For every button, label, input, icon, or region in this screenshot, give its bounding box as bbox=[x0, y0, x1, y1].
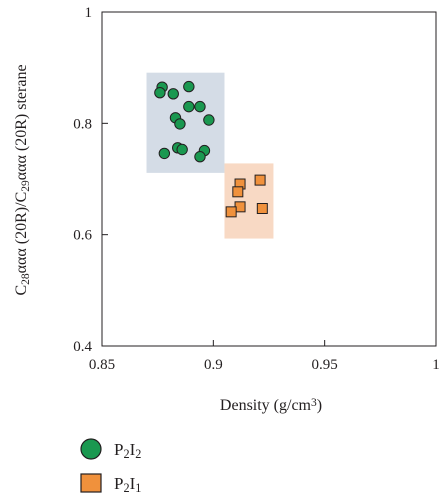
point-P2I2 bbox=[183, 80, 195, 93]
point-P2I2 bbox=[174, 118, 186, 130]
point-P2I1 bbox=[256, 203, 268, 215]
x-axis-title: Density (g/cm3) bbox=[220, 397, 322, 414]
legend-label: P2I2 bbox=[114, 440, 141, 461]
point-P2I2 bbox=[203, 114, 215, 126]
plot-frame bbox=[101, 11, 437, 347]
plot-border bbox=[101, 11, 437, 347]
point-P2I2 bbox=[194, 100, 206, 113]
x-tick-label: 0.85 bbox=[89, 357, 115, 373]
point-P2I1 bbox=[225, 206, 237, 218]
point-P2I2 bbox=[167, 88, 179, 100]
point-P2I1 bbox=[232, 186, 244, 198]
legend-square-icon bbox=[80, 473, 102, 493]
point-P2I2 bbox=[158, 147, 171, 160]
axis-ticks: 0.85 0.9 0.95 1 0.4 0.6 0.8 1 bbox=[73, 5, 440, 373]
x-tick-label: 0.9 bbox=[204, 357, 223, 373]
point-P2I1 bbox=[254, 174, 266, 186]
point-P2I2 bbox=[194, 151, 206, 163]
legend-circle-icon bbox=[80, 438, 102, 460]
x-tick-label: 0.95 bbox=[312, 357, 338, 373]
y-tick-label: 0.4 bbox=[73, 339, 92, 355]
point-P2I2 bbox=[183, 100, 195, 113]
point-P2I2 bbox=[154, 87, 166, 99]
point-P2I2 bbox=[176, 143, 188, 156]
x-tick-label: 1 bbox=[432, 357, 440, 373]
y-tick-label: 0.6 bbox=[73, 228, 92, 244]
data-points bbox=[154, 80, 268, 218]
y-tick-label: 0.8 bbox=[73, 116, 92, 132]
y-tick-label: 1 bbox=[85, 5, 93, 21]
region-2 bbox=[224, 163, 274, 239]
y-axis-title: C28ααα (20R)/C29ααα (20R) sterane bbox=[13, 64, 32, 295]
legend-label: P2I1 bbox=[114, 474, 141, 495]
legend: P2I2 P2I1 bbox=[80, 438, 141, 495]
